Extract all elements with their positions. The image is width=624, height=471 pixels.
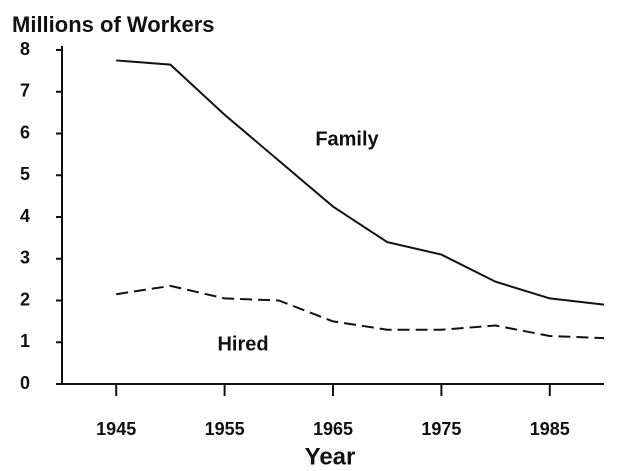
x-axis-label: Year — [305, 443, 356, 470]
x-tick-label: 1975 — [421, 419, 461, 439]
series-line — [116, 284, 605, 340]
y-tick-label: 2 — [20, 289, 30, 309]
series-line — [116, 59, 605, 306]
y-tick-label: 8 — [20, 39, 30, 59]
y-tick-label: 3 — [20, 248, 30, 268]
y-tick-label: 6 — [20, 122, 30, 142]
y-tick-label: 0 — [20, 373, 30, 393]
x-tick-label: 1945 — [96, 419, 136, 439]
chart-title: Millions of Workers — [12, 12, 215, 37]
series-label: Hired — [217, 333, 268, 355]
y-tick-label: 5 — [20, 164, 30, 184]
x-tick-label: 1965 — [313, 419, 353, 439]
y-tick-label: 7 — [20, 81, 30, 101]
y-tick-label: 1 — [20, 331, 30, 351]
y-tick-label: 4 — [20, 206, 30, 226]
x-tick-label: 1955 — [205, 419, 245, 439]
series-label: Family — [315, 128, 379, 150]
x-tick-label: 1985 — [530, 419, 570, 439]
